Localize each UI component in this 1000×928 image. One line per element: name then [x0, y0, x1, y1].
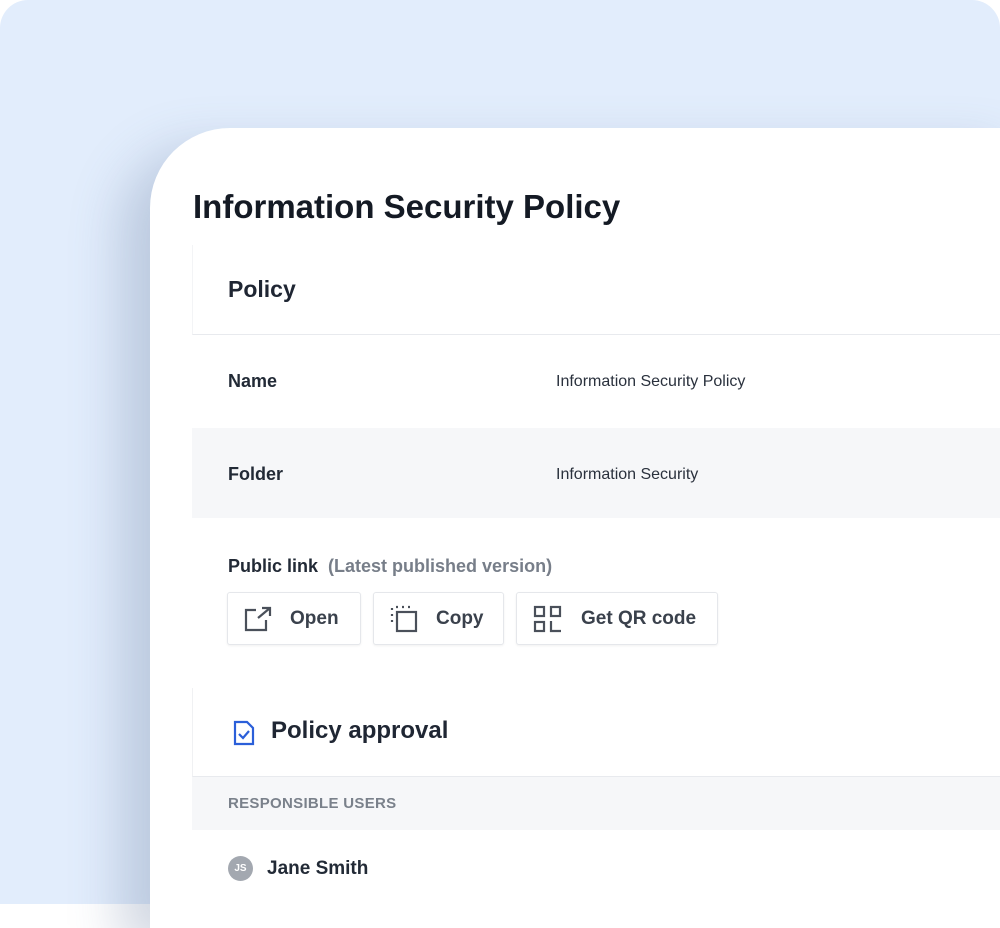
- button-label: Get QR code: [581, 607, 697, 629]
- public-link-note: (Latest published version): [328, 556, 553, 576]
- policy-approval-header: Policy approval: [192, 688, 1000, 777]
- get-qr-code-button[interactable]: Get QR code: [516, 592, 718, 645]
- field-value: Information Security Policy: [556, 373, 746, 390]
- policy-section-header: Policy: [192, 245, 1000, 335]
- user-name: Jane Smith: [267, 857, 369, 879]
- field-label: Folder: [228, 464, 284, 484]
- field-row-name: Name Information Security Policy: [192, 335, 1000, 427]
- avatar: JS: [228, 856, 253, 881]
- section-title: Policy: [228, 276, 296, 302]
- public-link-label: Public link (Latest published version): [228, 556, 552, 577]
- section-title: Policy approval: [271, 717, 449, 744]
- button-label: Open: [290, 607, 339, 629]
- document-check-icon: [233, 720, 255, 746]
- open-button[interactable]: Open: [227, 592, 361, 645]
- public-link-title: Public link: [228, 556, 319, 576]
- user-row[interactable]: JS Jane Smith: [228, 856, 368, 881]
- field-value: Information Security: [556, 466, 699, 483]
- responsible-users-header: RESPONSIBLE USERS: [192, 777, 1000, 830]
- external-link-icon: [244, 606, 272, 631]
- qr-code-icon: [533, 605, 562, 632]
- field-label: Name: [228, 371, 278, 391]
- page-title: Information Security Policy: [193, 188, 621, 225]
- copy-icon: [390, 605, 418, 632]
- copy-button[interactable]: Copy: [373, 592, 504, 645]
- button-label: Copy: [436, 607, 484, 629]
- field-row-folder: Folder Information Security: [192, 428, 1000, 518]
